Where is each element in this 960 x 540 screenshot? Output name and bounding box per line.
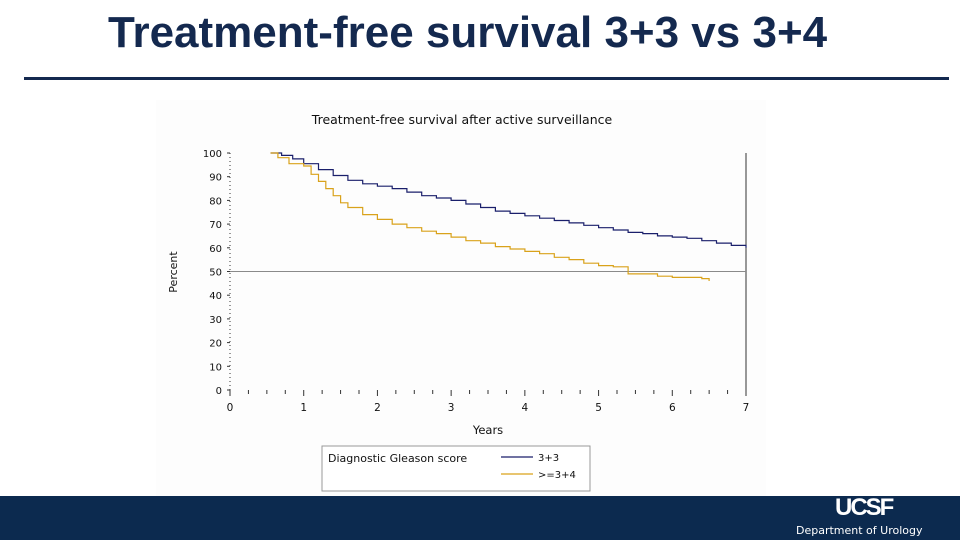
y-tick-label: 50 — [209, 268, 222, 279]
x-axis-label: Years — [472, 423, 503, 437]
y-tick-label: 90 — [209, 173, 222, 184]
y-tick-label: 80 — [209, 196, 222, 207]
legend-box — [321, 445, 591, 492]
x-tick-label: 0 — [227, 402, 234, 414]
y-tick-label: 20 — [209, 339, 222, 350]
legend-label-3-4: >=3+4 — [538, 470, 576, 481]
x-tick-label: 4 — [522, 402, 529, 414]
x-tick-label: 6 — [669, 402, 676, 414]
series-line-3-4 — [270, 152, 710, 281]
department-label: Department of Urology — [796, 524, 923, 537]
legend: Diagnostic Gleason score 3+3 >=3+4 — [321, 445, 591, 492]
survival-chart: Treatment-free survival after active sur… — [167, 112, 750, 492]
y-tick-label: 70 — [209, 220, 222, 231]
x-tick-label: 1 — [300, 402, 307, 414]
chart-panel — [156, 100, 766, 496]
y-tick-label: 40 — [209, 291, 222, 302]
y-tick-label: 30 — [209, 315, 222, 326]
y-tick-label: 0 — [216, 386, 222, 397]
footer-bar — [0, 496, 960, 540]
ucsf-logo: UCSF — [835, 494, 894, 522]
y-tick-label: 10 — [209, 362, 222, 373]
ucsf-logo-text: UCSF — [835, 494, 894, 521]
x-tick-label: 2 — [374, 402, 381, 414]
y-tick-label: 100 — [203, 149, 222, 160]
title-divider — [24, 77, 949, 80]
series-line-3-3 — [270, 152, 747, 248]
x-tick-label: 5 — [595, 402, 602, 414]
legend-label-3-3: 3+3 — [538, 453, 559, 464]
x-tick-label: 7 — [743, 402, 750, 414]
slide-title: Treatment-free survival 3+3 vs 3+4 — [108, 8, 828, 57]
x-tick-label: 3 — [448, 402, 455, 414]
chart-title: Treatment-free survival after active sur… — [311, 112, 613, 127]
y-tick-label: 60 — [209, 244, 222, 255]
legend-title: Diagnostic Gleason score — [328, 452, 467, 465]
y-axis-label: Percent — [167, 251, 180, 293]
